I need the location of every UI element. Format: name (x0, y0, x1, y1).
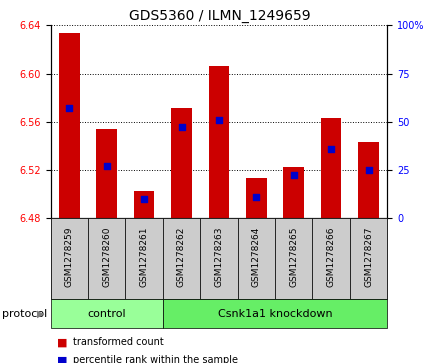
Bar (321, 118, 341, 218)
Text: GSM1278260: GSM1278260 (102, 227, 111, 287)
Point (141, 196, 148, 201)
Point (178, 125, 185, 130)
Point (327, 146, 335, 151)
Point (216, 117, 222, 123)
Bar (171, 109, 192, 218)
Text: GSM1278267: GSM1278267 (364, 227, 373, 287)
Bar (209, 66, 229, 218)
Text: protocol: protocol (2, 309, 48, 319)
Text: control: control (88, 309, 126, 319)
Text: percentile rank within the sample: percentile rank within the sample (73, 355, 238, 363)
Point (253, 194, 260, 200)
Text: GSM1278263: GSM1278263 (214, 227, 224, 287)
Bar (358, 142, 379, 218)
Text: GSM1278261: GSM1278261 (139, 227, 149, 287)
Text: ▶: ▶ (37, 309, 44, 319)
Text: Csnk1a1 knockdown: Csnk1a1 knockdown (218, 309, 332, 319)
Text: transformed count: transformed count (73, 337, 163, 347)
Text: GSM1278259: GSM1278259 (65, 227, 74, 287)
Point (365, 167, 372, 173)
Bar (59, 33, 80, 218)
Bar (96, 129, 117, 218)
Bar (246, 178, 267, 218)
Point (290, 172, 297, 178)
Point (66, 105, 73, 111)
Text: GSM1278265: GSM1278265 (289, 227, 298, 287)
Text: ■: ■ (57, 337, 68, 347)
Text: ■: ■ (57, 355, 68, 363)
Text: GSM1278266: GSM1278266 (326, 227, 336, 287)
Bar (134, 191, 154, 218)
Text: GSM1278262: GSM1278262 (177, 227, 186, 287)
Text: GSM1278264: GSM1278264 (252, 227, 261, 287)
Text: GDS5360 / ILMN_1249659: GDS5360 / ILMN_1249659 (129, 9, 311, 23)
Point (103, 163, 110, 169)
Bar (283, 167, 304, 218)
